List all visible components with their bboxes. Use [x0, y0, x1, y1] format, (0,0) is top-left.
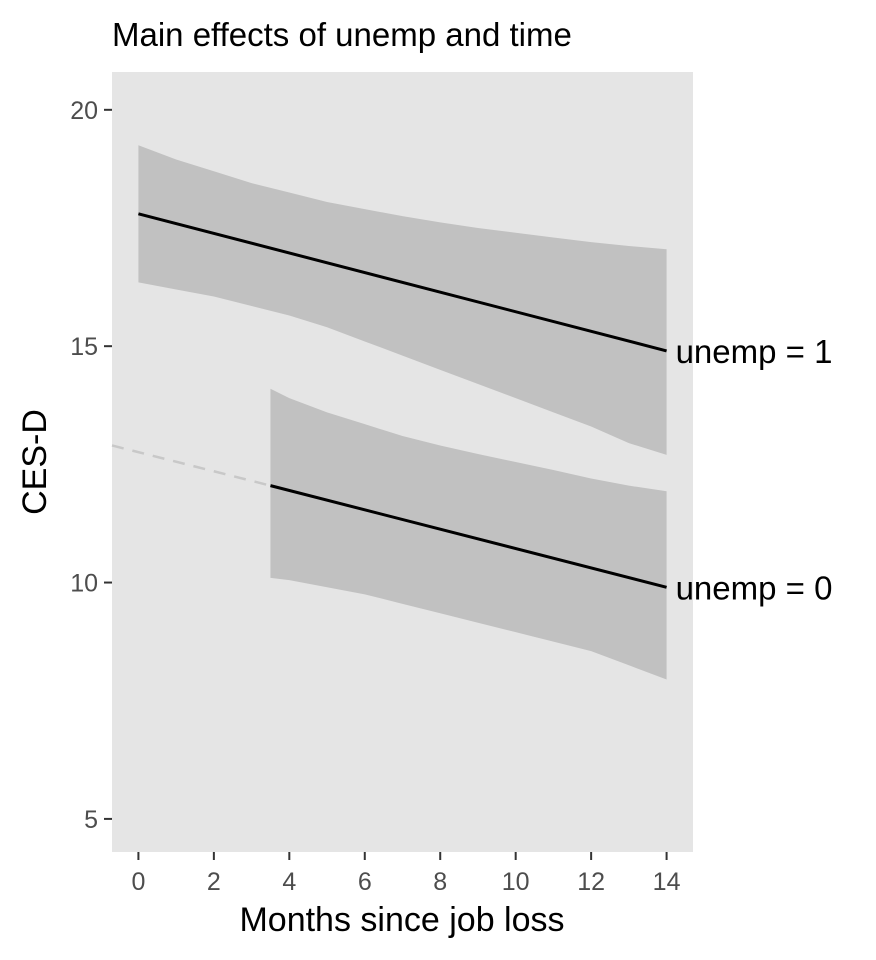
- x-tick-label: 12: [577, 868, 605, 896]
- series-lines: [111, 212, 667, 589]
- series-line-1: [270, 484, 667, 589]
- x-axis: 0 2 4 6 8 10 12 14: [131, 852, 681, 896]
- y-axis: 5 10 15 20: [70, 97, 112, 834]
- x-tick-label: 8: [433, 868, 447, 896]
- chart-title: Main effects of unemp and time: [112, 16, 572, 53]
- series-line-0: [138, 212, 667, 353]
- extrapolation-line-1: [111, 444, 271, 487]
- y-tick-label: 20: [70, 97, 98, 125]
- series-label-0: unemp = 1: [676, 333, 833, 370]
- x-tick-label: 6: [358, 868, 372, 896]
- y-tick-label: 10: [70, 570, 98, 598]
- y-tick-label: 15: [70, 333, 98, 361]
- x-tick-label: 4: [282, 868, 296, 896]
- x-axis-title: Months since job loss: [239, 901, 564, 939]
- y-axis-title: CES-D: [16, 409, 54, 515]
- x-tick-label: 0: [131, 868, 145, 896]
- x-tick-label: 10: [502, 868, 530, 896]
- series-labels: unemp = 1 unemp = 0: [676, 333, 833, 606]
- confidence-ribbon-1: [270, 388, 667, 680]
- confidence-ribbon-0: [138, 145, 667, 455]
- x-tick-label: 2: [207, 868, 221, 896]
- confidence-ribbons: [138, 145, 667, 680]
- y-tick-label: 5: [84, 806, 98, 834]
- series-label-1: unemp = 0: [676, 569, 833, 606]
- x-tick-label: 14: [653, 868, 681, 896]
